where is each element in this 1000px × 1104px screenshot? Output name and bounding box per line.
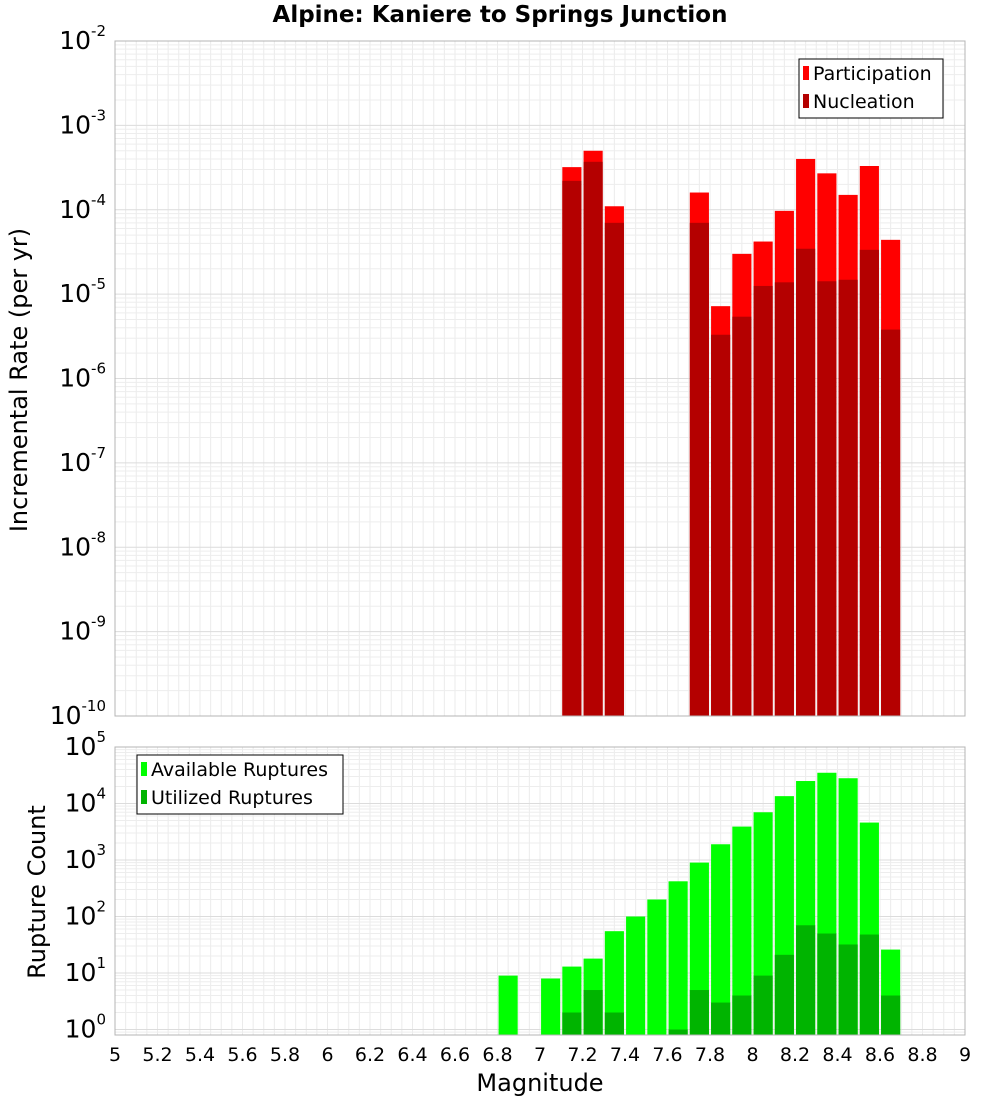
top-bar-series2 (881, 329, 901, 716)
x-tick-label: 5.6 (227, 1044, 257, 1066)
bottom-bar-series1 (541, 978, 561, 1035)
bottom-y-tick-label: 105 (65, 728, 106, 761)
x-tick-label: 7.8 (695, 1044, 725, 1066)
top-bar-series2 (689, 222, 709, 716)
x-tick-label: 7.4 (610, 1044, 640, 1066)
bottom-y-axis-label: Rupture Count (23, 805, 51, 979)
top-plot-border (114, 40, 966, 717)
bottom-bar-series2 (881, 995, 901, 1035)
top-bar-series2 (796, 248, 816, 716)
top-bar-series2 (753, 285, 773, 716)
bottom-y-tick-label: 103 (65, 841, 106, 874)
x-tick-label: 8.4 (822, 1044, 852, 1066)
bottom-plot-border (114, 746, 966, 1036)
top-bar-series2 (711, 334, 731, 716)
bottom-legend-swatch (141, 762, 147, 776)
top-bar-series2 (859, 249, 879, 716)
x-axis-label: Magnitude (476, 1069, 603, 1097)
top-y-tick-label: 10-5 (59, 275, 106, 308)
top-bar-series2 (583, 161, 603, 716)
top-bar-series2 (732, 316, 752, 716)
top-legend-swatch (803, 66, 809, 80)
top-y-tick-label: 10-7 (59, 444, 106, 477)
bottom-legend-swatch (141, 790, 147, 804)
top-bar-series2 (817, 281, 837, 716)
x-tick-label: 5.2 (142, 1044, 172, 1066)
x-tick-label: 8.6 (865, 1044, 895, 1066)
bottom-y-tick-label: 104 (65, 785, 106, 818)
bottom-bar-series2 (774, 954, 794, 1035)
x-tick-label: 5.4 (185, 1044, 215, 1066)
bottom-bar-series2 (796, 925, 816, 1035)
bottom-bar-series2 (838, 944, 858, 1035)
x-tick-label: 5 (109, 1044, 121, 1066)
top-bar-series2 (562, 180, 582, 716)
bottom-bar-series2 (732, 995, 752, 1035)
bottom-bar-series2 (817, 933, 837, 1035)
top-legend-label: Nucleation (813, 91, 915, 113)
top-y-tick-label: 10-3 (59, 106, 106, 139)
x-tick-label: 9 (959, 1044, 971, 1066)
top-legend-box (798, 58, 944, 119)
bottom-bar-series2 (753, 975, 773, 1035)
x-tick-label: 5.8 (270, 1044, 300, 1066)
bottom-bar-series1 (711, 844, 731, 1035)
x-tick-label: 6.4 (397, 1044, 427, 1066)
bottom-legend-box (136, 754, 344, 815)
bottom-bar-series2 (859, 934, 879, 1035)
bottom-bar-series1 (647, 899, 667, 1035)
x-tick-label: 8 (746, 1044, 758, 1066)
bottom-legend-label: Available Ruptures (151, 759, 328, 781)
x-tick-label: 6.6 (440, 1044, 470, 1066)
top-y-tick-label: 10-4 (59, 191, 106, 224)
top-y-tick-label: 10-2 (59, 22, 106, 55)
bottom-bar-series2 (604, 1012, 624, 1035)
top-y-tick-label: 10-10 (50, 697, 106, 730)
top-legend-swatch (803, 94, 809, 108)
bottom-legend-label: Utilized Ruptures (151, 787, 313, 809)
bottom-bar-series1 (604, 931, 624, 1035)
top-y-tick-label: 10-6 (59, 360, 106, 393)
bottom-bar-series2 (711, 1002, 731, 1035)
top-legend-label: Participation (813, 63, 932, 85)
chart-title: Alpine: Kaniere to Springs Junction (273, 2, 728, 28)
bottom-y-tick-label: 101 (65, 954, 106, 987)
top-y-tick-label: 10-8 (59, 528, 106, 561)
bottom-bar-series2 (583, 990, 603, 1035)
bottom-y-tick-label: 100 (65, 1011, 106, 1044)
x-tick-label: 7.6 (652, 1044, 682, 1066)
bottom-bar-series2 (668, 1029, 688, 1035)
top-bar-series2 (838, 279, 858, 716)
bottom-bar-series2 (562, 1012, 582, 1035)
top-bar-series2 (774, 282, 794, 716)
x-tick-label: 6 (321, 1044, 333, 1066)
top-bar-series2 (604, 222, 624, 716)
x-tick-label: 8.2 (780, 1044, 810, 1066)
x-tick-label: 6.8 (482, 1044, 512, 1066)
bottom-y-tick-label: 102 (65, 898, 106, 931)
bottom-bar-series2 (689, 990, 709, 1035)
x-tick-label: 8.8 (907, 1044, 937, 1066)
bottom-bar-series1 (498, 975, 518, 1035)
bottom-bar-series1 (626, 916, 646, 1035)
bottom-bar-series1 (668, 881, 688, 1035)
x-tick-label: 7.2 (567, 1044, 597, 1066)
bottom-bar-series1 (732, 826, 752, 1035)
top-y-tick-label: 10-9 (59, 613, 106, 646)
top-y-axis-label: Incremental Rate (per yr) (5, 228, 33, 532)
x-tick-label: 6.2 (355, 1044, 385, 1066)
x-tick-label: 7 (534, 1044, 546, 1066)
